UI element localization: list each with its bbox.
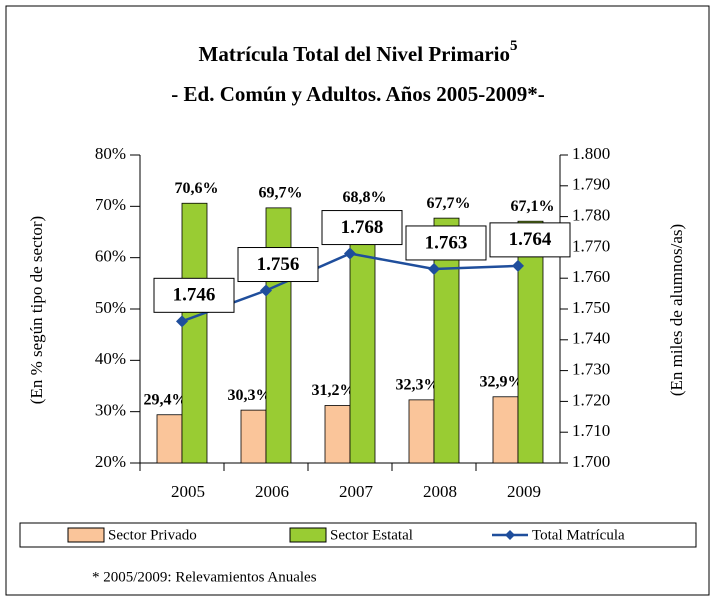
y2-tick-label: 1.740 xyxy=(572,329,610,348)
bar-value-label: 31,2% xyxy=(312,382,356,399)
y2-tick-label: 1.700 xyxy=(572,452,610,471)
x-tick-label: 2008 xyxy=(423,482,457,501)
y-tick-label: 40% xyxy=(95,349,126,368)
y2-tick-label: 1.800 xyxy=(572,144,610,163)
line-marker xyxy=(176,315,188,328)
y2-tick-label: 1.750 xyxy=(572,298,610,317)
bar xyxy=(517,220,544,464)
bar xyxy=(240,409,267,464)
y2-tick-label: 1.710 xyxy=(572,421,610,440)
line-label-box xyxy=(153,277,235,313)
bar-value-label: 68,8% xyxy=(343,189,387,206)
legend-label: Sector Estatal xyxy=(330,527,413,543)
line-value-label: 1.764 xyxy=(509,229,552,250)
line-value-label: 1.756 xyxy=(257,254,300,275)
line-value-label: 1.763 xyxy=(425,232,468,253)
y-tick-label: 30% xyxy=(95,401,126,420)
bar xyxy=(408,399,435,464)
line-marker xyxy=(512,259,524,272)
bar-value-label: 67,1% xyxy=(511,198,555,215)
line-value-label: 1.746 xyxy=(173,285,216,306)
bar xyxy=(181,202,208,464)
bar xyxy=(492,396,519,464)
legend-marker xyxy=(505,530,515,540)
bar xyxy=(156,414,183,464)
x-tick-label: 2007 xyxy=(339,482,374,501)
x-tick-label: 2006 xyxy=(255,482,289,501)
y-axis-label: (En % según tipo de sector) xyxy=(27,216,46,404)
y2-tick-label: 1.730 xyxy=(572,360,610,379)
title-superscript: 5 xyxy=(510,38,518,54)
y-tick-label: 80% xyxy=(95,144,126,163)
x-tick-label: 2009 xyxy=(507,482,541,501)
legend-swatch xyxy=(289,527,327,543)
line-label-box xyxy=(489,222,571,258)
line-marker xyxy=(344,247,356,260)
bar-value-label: 69,7% xyxy=(259,185,303,202)
footnote: * 2005/2009: Relevamientos Anuales xyxy=(92,569,317,585)
y2-tick-label: 1.780 xyxy=(572,206,610,225)
y2-tick-label: 1.770 xyxy=(572,236,610,255)
bar-value-label: 32,9% xyxy=(480,373,524,390)
y-tick-label: 70% xyxy=(95,195,126,214)
line-marker xyxy=(428,262,440,275)
bar xyxy=(265,207,292,464)
y-tick-label: 60% xyxy=(95,247,126,266)
y2-tick-label: 1.790 xyxy=(572,175,610,194)
bar xyxy=(324,405,351,464)
line-label-box xyxy=(321,210,403,246)
x-tick-label: 2005 xyxy=(171,482,205,501)
line-label-box xyxy=(405,225,487,261)
line-marker xyxy=(260,284,272,297)
bar-value-label: 67,7% xyxy=(427,195,471,212)
legend-swatch xyxy=(67,527,105,543)
y2-axis-label: (En miles de alumnos/as) xyxy=(667,224,686,396)
bar-value-label: 32,3% xyxy=(396,377,440,394)
y-tick-label: 50% xyxy=(95,298,126,317)
title-main: Matrícula Total del Nivel Primario xyxy=(199,42,510,66)
bar-value-label: 29,4% xyxy=(144,391,188,408)
line-value-label: 1.768 xyxy=(341,217,384,238)
y-tick-label: 20% xyxy=(95,452,126,471)
chart-subtitle: - Ed. Común y Adultos. Años 2005-2009*- xyxy=(171,82,544,106)
legend-box xyxy=(19,522,697,548)
bar xyxy=(349,212,376,464)
line-label-box xyxy=(237,247,319,283)
y2-tick-label: 1.760 xyxy=(572,267,610,286)
legend-label: Sector Privado xyxy=(108,527,197,543)
chart-title: Matrícula Total del Nivel Primario5 xyxy=(199,38,518,65)
bar-value-label: 30,3% xyxy=(228,387,272,404)
legend-label: Total Matrícula xyxy=(532,527,625,543)
bar-value-label: 70,6% xyxy=(175,180,219,197)
y2-tick-label: 1.720 xyxy=(572,390,610,409)
